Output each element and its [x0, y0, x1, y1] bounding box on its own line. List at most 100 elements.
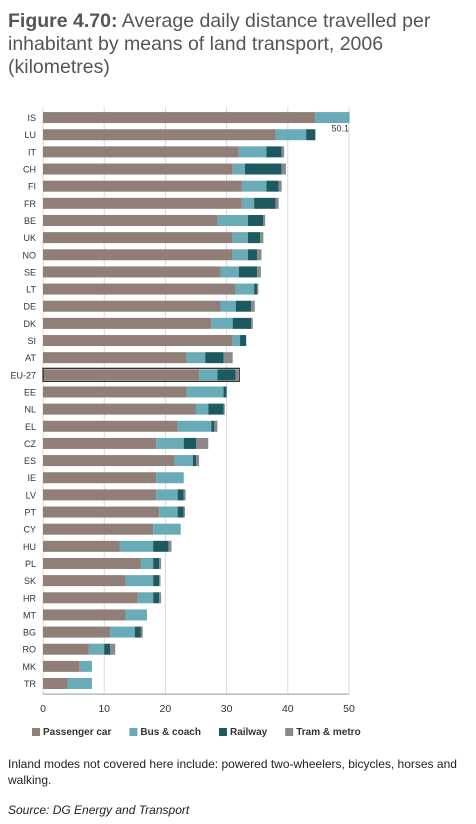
- bar-EE-railway: [223, 386, 227, 398]
- category-label-TR: TR: [24, 679, 36, 689]
- bar-IS-passenger-car: [43, 112, 316, 124]
- x-tick-label-50: 50: [343, 703, 355, 715]
- bar-BG-bus-coach: [110, 626, 135, 638]
- bar-IT-passenger-car: [43, 146, 239, 158]
- category-label-MT: MT: [23, 610, 36, 620]
- bar-HU-bus-coach: [119, 540, 154, 552]
- bar-EL-bus-coach: [177, 420, 212, 432]
- stacked-bar-chart: 0 10 20 30 40 50 IS LU IT CH FI FR BE UK NO SE LT DE DK SI A…: [10, 107, 361, 738]
- bar-SK-railway: [153, 575, 160, 587]
- bar-SI-passenger-car: [43, 335, 233, 347]
- source-note: Source: DG Energy and Transport: [8, 803, 190, 817]
- bar-HR-tram-metro: [159, 592, 162, 604]
- bar-NL-tram-metro: [223, 403, 225, 415]
- bar-LT-tram-metro: [257, 283, 259, 295]
- bar-DE-tram-metro: [251, 300, 255, 312]
- category-label-LU: LU: [24, 130, 36, 140]
- bar-CZ-railway: [183, 437, 196, 449]
- category-label-RO: RO: [23, 645, 37, 655]
- bar-EU-27-passenger-car: [43, 369, 200, 381]
- bar-AT-railway: [205, 352, 224, 364]
- bar-DK-tram-metro: [251, 317, 253, 329]
- bar-MK-bus-coach: [79, 660, 92, 672]
- category-label-PL: PL: [25, 559, 36, 569]
- bar-IE-passenger-car: [43, 472, 157, 484]
- bar-PL-bus-coach: [140, 557, 154, 569]
- category-label-ES: ES: [24, 456, 36, 466]
- legend-label-railway: Railway: [230, 727, 268, 738]
- bar-DK-railway: [232, 317, 252, 329]
- category-label-FR: FR: [24, 199, 36, 209]
- bar-NL-bus-coach: [196, 403, 209, 415]
- bar-CY-passenger-car: [43, 523, 154, 535]
- category-label-SI: SI: [27, 336, 36, 346]
- bar-ES-bus-coach: [174, 455, 193, 467]
- bar-LV-tram-metro: [183, 489, 186, 501]
- category-label-EE: EE: [24, 387, 36, 397]
- bar-EL-tram-metro: [214, 420, 218, 432]
- bar-FI-bus-coach: [241, 180, 267, 192]
- bar-CH-bus-coach: [232, 163, 245, 175]
- bar-BG-tram-metro: [140, 626, 143, 638]
- bar-UK-railway: [248, 232, 261, 244]
- data-label-IS: 50.1: [331, 124, 349, 134]
- bar-SE-tram-metro: [257, 266, 261, 278]
- bar-RO-railway: [104, 643, 111, 655]
- bar-PT-passenger-car: [43, 506, 160, 518]
- bar-UK-bus-coach: [232, 232, 249, 244]
- bar-HR-railway: [153, 592, 160, 604]
- figure-number: Figure 4.70:: [8, 10, 118, 32]
- bar-EE-passenger-car: [43, 386, 187, 398]
- bar-ES-railway: [192, 455, 196, 467]
- bar-HU-passenger-car: [43, 540, 120, 552]
- bar-LT-passenger-car: [43, 283, 236, 295]
- legend-label-passenger-car: Passenger car: [43, 727, 111, 738]
- bar-TR-passenger-car: [43, 678, 68, 690]
- bar-BE-railway: [248, 214, 264, 226]
- category-label-UK: UK: [23, 233, 36, 243]
- figure-title: Figure 4.70: Average daily distance trav…: [8, 10, 468, 79]
- bar-PL-tram-metro: [159, 557, 162, 569]
- bar-HU-railway: [153, 540, 169, 552]
- bar-SI-bus-coach: [232, 335, 241, 347]
- legend-swatch-railway: [218, 728, 227, 736]
- bar-FI-passenger-car: [43, 180, 242, 192]
- category-label-EU-27: EU-27: [10, 370, 36, 380]
- bar-LV-passenger-car: [43, 489, 157, 501]
- bar-FR-passenger-car: [43, 197, 242, 209]
- bar-SE-bus-coach: [220, 266, 239, 278]
- category-label-DK: DK: [23, 319, 36, 329]
- category-label-SK: SK: [24, 576, 36, 586]
- category-label-FI: FI: [28, 182, 36, 192]
- bar-BE-bus-coach: [217, 214, 249, 226]
- bar-EL-railway: [211, 420, 215, 432]
- legend-label-tram-metro: Tram & metro: [296, 727, 360, 738]
- bar-LU-bus-coach: [275, 129, 307, 141]
- bar-DE-passenger-car: [43, 300, 221, 312]
- bar-CH-passenger-car: [43, 163, 233, 175]
- category-label-PT: PT: [24, 508, 36, 518]
- bar-UK-passenger-car: [43, 232, 233, 244]
- bar-EE-bus-coach: [186, 386, 224, 398]
- bar-FI-tram-metro: [278, 180, 282, 192]
- category-label-AT: AT: [25, 353, 36, 363]
- category-label-CZ: CZ: [24, 439, 36, 449]
- bar-MT-passenger-car: [43, 609, 126, 621]
- bar-EU-27-tram-metro: [235, 369, 239, 381]
- bar-AT-passenger-car: [43, 352, 187, 364]
- bar-BG-passenger-car: [43, 626, 111, 638]
- category-label-EL: EL: [25, 422, 36, 432]
- legend-label-bus-coach: Bus & coach: [140, 727, 201, 738]
- bar-DK-bus-coach: [211, 317, 233, 329]
- bar-SI-railway: [240, 335, 247, 347]
- bar-LT-bus-coach: [235, 283, 255, 295]
- bar-TR-bus-coach: [67, 678, 92, 690]
- category-label-BG: BG: [23, 628, 36, 638]
- category-label-HR: HR: [23, 593, 36, 603]
- bar-AT-tram-metro: [223, 352, 233, 364]
- bar-CZ-passenger-car: [43, 437, 157, 449]
- category-label-NL: NL: [24, 405, 36, 415]
- bar-CH-railway: [244, 163, 282, 175]
- bar-ES-passenger-car: [43, 455, 175, 467]
- bar-LV-railway: [177, 489, 184, 501]
